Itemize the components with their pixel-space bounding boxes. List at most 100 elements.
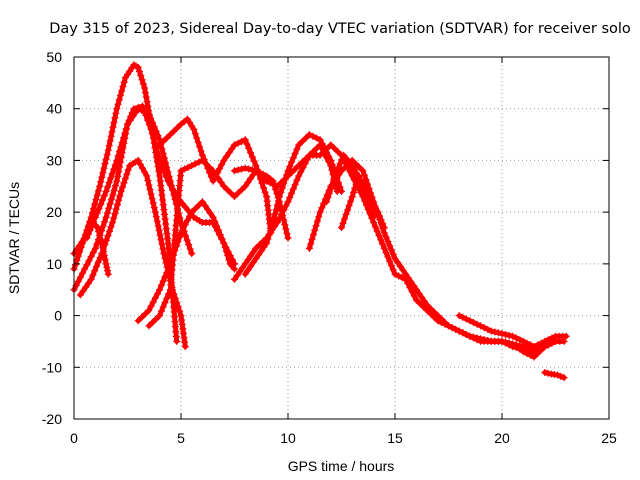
data-point — [480, 336, 488, 344]
data-point — [362, 192, 370, 200]
data-point — [198, 151, 206, 159]
x-tick-label: 15 — [387, 430, 403, 446]
data-point — [164, 168, 172, 176]
series-pass-m — [323, 151, 388, 232]
data-point — [173, 124, 181, 132]
data-point — [284, 198, 292, 206]
data-point — [82, 283, 90, 291]
data-point — [217, 178, 225, 186]
data-point — [158, 191, 166, 199]
data-point — [204, 206, 212, 214]
data-point — [171, 294, 179, 302]
data-point — [293, 145, 301, 153]
data-point — [151, 208, 159, 216]
data-point — [263, 239, 271, 247]
data-point — [231, 193, 238, 201]
data-point — [150, 204, 158, 212]
data-point — [155, 167, 163, 175]
data-point — [241, 270, 249, 278]
data-point — [89, 248, 97, 256]
data-point — [313, 144, 321, 152]
data-point — [218, 235, 226, 243]
x-axis-label: GPS time / hours — [288, 458, 395, 474]
data-point — [261, 188, 269, 196]
data-point — [313, 217, 321, 225]
data-point — [423, 301, 431, 309]
data-point — [336, 183, 344, 191]
data-point — [541, 368, 549, 376]
data-point — [498, 330, 506, 338]
data-point — [554, 371, 562, 379]
data-point — [316, 208, 324, 216]
data-point — [92, 262, 100, 270]
data-point — [157, 236, 165, 244]
data-point — [97, 235, 105, 243]
data-point — [505, 331, 513, 339]
data-point — [273, 182, 281, 190]
data-point — [338, 155, 346, 163]
data-point — [282, 225, 290, 233]
data-point — [220, 239, 228, 247]
data-point — [391, 255, 399, 263]
data-point — [159, 150, 167, 158]
data-point — [324, 193, 332, 201]
data-point — [105, 204, 113, 212]
data-point — [309, 132, 317, 140]
data-point — [141, 168, 149, 176]
data-point — [204, 164, 212, 172]
data-point — [196, 143, 204, 151]
data-point — [346, 168, 354, 176]
data-point — [259, 174, 267, 182]
data-point — [241, 136, 249, 144]
data-point — [104, 183, 112, 191]
data-point — [98, 239, 106, 247]
data-point — [124, 166, 132, 174]
data-point — [153, 158, 161, 166]
data-point — [241, 260, 249, 268]
data-point — [112, 109, 120, 117]
data-point — [146, 186, 154, 194]
data-point — [516, 336, 524, 344]
x-tick-label: 20 — [494, 430, 510, 446]
data-point — [245, 144, 253, 152]
data-point — [395, 272, 403, 280]
data-point — [233, 271, 241, 279]
data-point — [445, 322, 452, 330]
data-point — [257, 247, 265, 255]
data-point — [430, 308, 438, 316]
y-axis: -20 -10 0 10 20 30 40 50 — [42, 49, 609, 427]
data-point — [264, 235, 272, 243]
y-axis-label: SDTVAR / TECUs — [6, 182, 22, 294]
data-point — [275, 193, 283, 201]
series-pass-q — [541, 368, 568, 382]
data-point — [308, 235, 316, 243]
data-point — [161, 299, 169, 307]
data-point — [338, 224, 345, 232]
data-point — [160, 250, 168, 258]
data-point — [96, 182, 104, 190]
data-point — [115, 196, 123, 204]
data-point — [179, 329, 187, 337]
data-point — [523, 344, 531, 352]
data-point — [107, 174, 115, 182]
data-point — [238, 186, 246, 194]
data-point — [239, 264, 247, 272]
data-point — [147, 302, 155, 310]
data-point — [427, 305, 435, 313]
data-point — [509, 332, 517, 340]
data-point — [318, 140, 326, 148]
x-tick-label: 25 — [601, 430, 617, 446]
data-point — [152, 148, 160, 156]
data-point — [104, 232, 112, 240]
data-point — [469, 318, 477, 326]
data-point — [108, 170, 116, 178]
data-point — [159, 277, 167, 285]
data-point — [234, 189, 242, 197]
data-point — [316, 151, 324, 159]
data-point — [277, 188, 285, 196]
data-point — [227, 189, 235, 197]
data-point — [537, 344, 545, 352]
data-point — [211, 173, 219, 181]
data-point — [333, 168, 341, 176]
data-point — [74, 277, 82, 285]
